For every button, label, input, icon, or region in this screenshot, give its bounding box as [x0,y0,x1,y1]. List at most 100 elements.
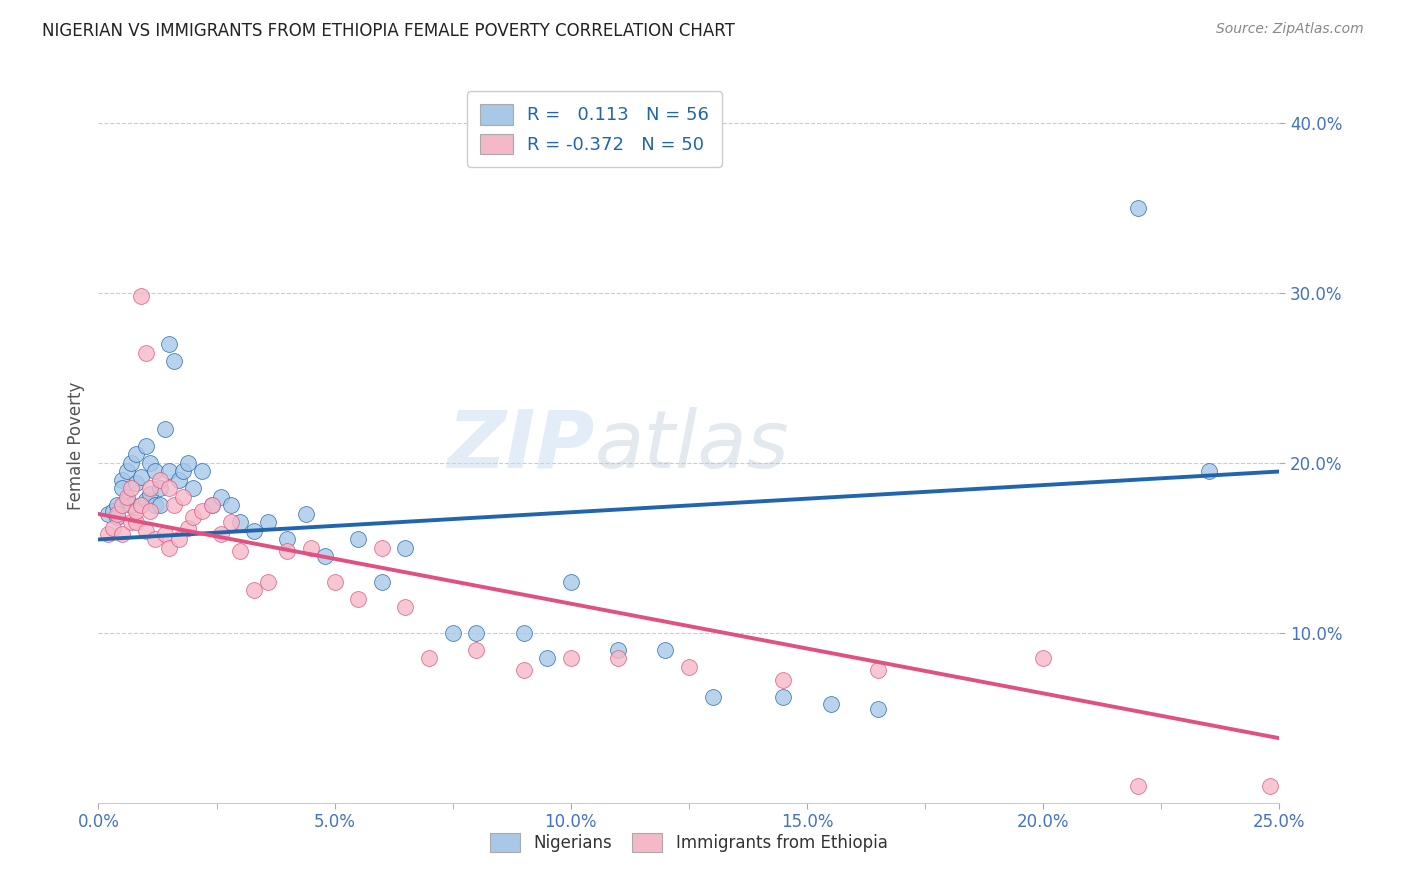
Point [149,473,172,487]
Legend: Nigerians, Immigrants from Ethiopia: Nigerians, Immigrants from Ethiopia [484,826,894,859]
Point [702,690,724,705]
Point [201,499,224,513]
Point [115,493,138,508]
Point [101,520,124,534]
Point [105,510,128,524]
Point [139,482,162,496]
Point [115,465,138,479]
Point [1198,465,1220,479]
Point [347,591,370,606]
Point [820,698,842,712]
Text: NIGERIAN VS IMMIGRANTS FROM ETHIOPIA FEMALE POVERTY CORRELATION CHART: NIGERIAN VS IMMIGRANTS FROM ETHIOPIA FEM… [42,22,735,40]
Point [299,541,322,555]
Point [1126,779,1149,793]
Point [101,503,124,517]
Point [135,345,157,359]
Point [219,516,242,530]
Point [111,527,134,541]
Point [243,583,266,598]
Point [125,476,148,491]
Point [139,503,162,517]
Point [295,507,318,521]
Point [371,541,394,555]
Point [125,503,148,517]
Point [157,337,180,351]
Point [143,533,166,547]
Point [1258,779,1281,793]
Point [257,574,280,589]
Text: Source: ZipAtlas.com: Source: ZipAtlas.com [1216,22,1364,37]
Point [323,574,346,589]
Point [97,527,120,541]
Point [135,524,157,538]
Point [105,507,128,521]
Point [866,702,889,716]
Point [607,651,630,665]
Point [157,465,180,479]
Point [111,499,134,513]
Point [167,473,190,487]
Text: ZIP: ZIP [447,407,595,485]
Point [678,660,700,674]
Point [560,651,582,665]
Point [512,663,534,677]
Point [512,626,534,640]
Point [276,533,298,547]
Point [191,503,214,517]
Point [129,499,152,513]
Point [153,527,176,541]
Point [219,499,242,513]
Point [177,456,200,470]
Point [143,465,166,479]
Point [115,490,138,504]
Point [465,643,488,657]
Point [139,456,162,470]
Point [121,499,143,513]
Point [418,651,440,665]
Point [314,549,336,564]
Point [243,524,266,538]
Point [181,510,204,524]
Point [163,354,186,368]
Text: atlas: atlas [595,407,789,485]
Point [772,673,794,688]
Point [129,289,152,303]
Point [157,541,180,555]
Point [121,456,143,470]
Point [276,544,298,558]
Point [121,516,143,530]
Point [654,643,676,657]
Point [172,490,194,504]
Point [135,493,157,508]
Point [229,544,252,558]
Point [125,516,148,530]
Point [172,465,194,479]
Point [371,574,394,589]
Point [105,499,128,513]
Point [209,490,232,504]
Point [163,499,186,513]
Point [121,482,143,496]
Point [157,482,180,496]
Y-axis label: Female Poverty: Female Poverty [66,382,84,510]
Point [111,473,134,487]
Point [1032,651,1054,665]
Point [536,651,558,665]
Point [866,663,889,677]
Point [201,499,224,513]
Point [177,520,200,534]
Point [149,482,172,496]
Point [181,482,204,496]
Point [149,499,172,513]
Point [560,574,582,589]
Point [394,600,416,615]
Point [772,690,794,705]
Point [257,516,280,530]
Point [129,499,152,513]
Point [167,533,190,547]
Point [1126,201,1149,215]
Point [143,499,166,513]
Point [229,516,252,530]
Point [209,527,232,541]
Point [125,448,148,462]
